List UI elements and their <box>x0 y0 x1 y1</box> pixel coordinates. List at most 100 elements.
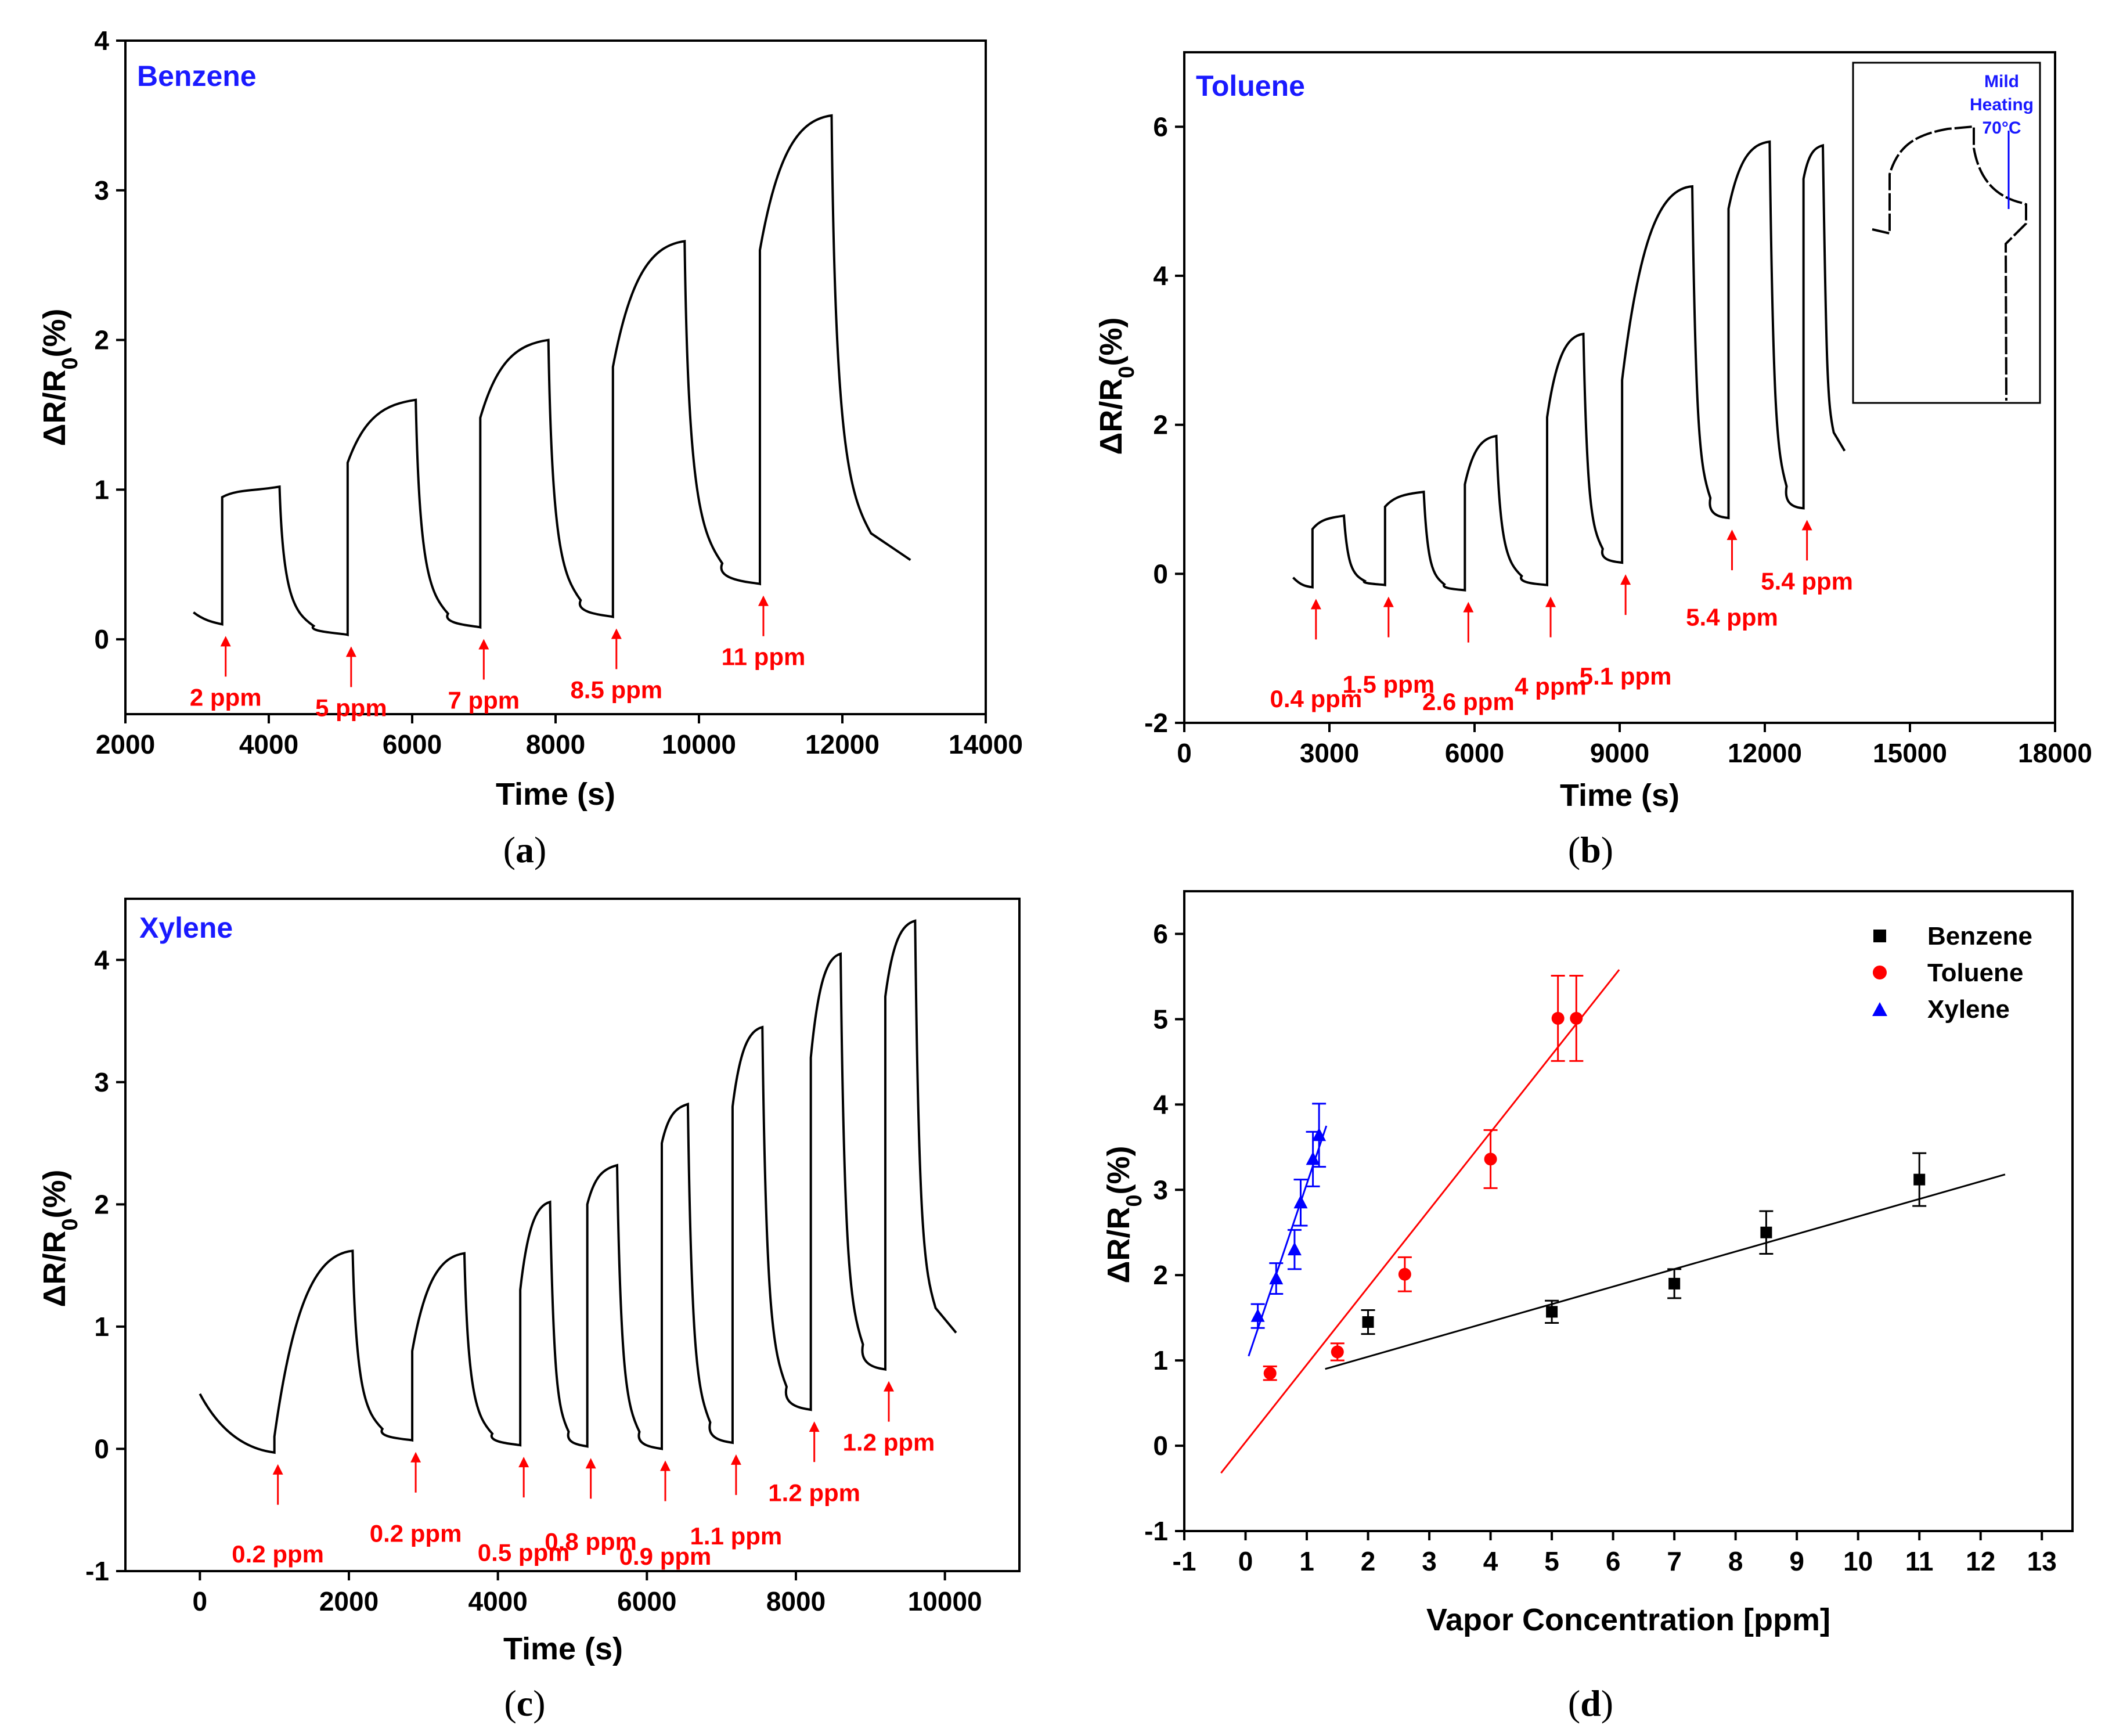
data-point-benzene <box>1362 1316 1374 1328</box>
fit-line-benzene <box>1325 1173 2006 1370</box>
fit-line-toluene <box>1220 969 1620 1474</box>
exposure-arrowhead <box>1310 599 1321 610</box>
legend-marker-toluene <box>1873 966 1887 979</box>
inset-trace <box>1872 125 2027 401</box>
y-tick-label: -1 <box>85 1556 109 1586</box>
data-point-xylene <box>1293 1195 1308 1209</box>
exposure-arrowhead <box>660 1460 671 1471</box>
inset-label-line-1: Mild <box>1984 72 2019 91</box>
x-tick-label: 3000 <box>1300 738 1359 768</box>
y-tick-label: 2 <box>94 1189 109 1219</box>
y-tick-label: 0 <box>94 1434 109 1464</box>
x-tick-label: 2000 <box>96 729 155 759</box>
data-point-benzene <box>1546 1306 1558 1318</box>
y-tick-label: -1 <box>1144 1516 1168 1546</box>
panel-xylene-chart: 0 2000 4000 6000 8000 10000 -1 0 1 2 3 4 0.2 ppm 0.2 … <box>37 898 1021 1666</box>
concentration-label: 8.5 ppm <box>570 676 662 703</box>
x-tick-label: 0 <box>193 1586 208 1616</box>
exposure-arrowhead <box>1383 596 1394 607</box>
concentration-label: 1.2 ppm <box>843 1429 935 1456</box>
panel-benzene-chart: 2000 4000 6000 8000 10000 12000 14000 0 1 2 3 4 2 pp… <box>37 26 1023 812</box>
y-tick-label: 1 <box>94 474 109 505</box>
x-tick-label: 8000 <box>526 729 585 759</box>
x-tick-label: 4000 <box>468 1586 527 1616</box>
concentration-label: 2 ppm <box>190 683 262 711</box>
panel-title: Xylene <box>139 912 233 944</box>
legend-label-toluene: Toluene <box>1927 959 2023 987</box>
legend-label-xylene: Xylene <box>1927 995 2010 1024</box>
x-axis-label: Time (s) <box>1560 778 1679 813</box>
y-tick-label: 0 <box>1153 1431 1168 1461</box>
concentration-label: 1.5 ppm <box>1342 671 1434 698</box>
concentration-label: 0.2 ppm <box>370 1520 462 1547</box>
exposure-arrowhead <box>758 595 769 606</box>
y-axis-label: ΔR/R0(%) <box>1101 1146 1147 1284</box>
data-point-benzene <box>1760 1226 1772 1238</box>
x-tick-label: 6000 <box>1445 738 1504 768</box>
exposure-arrowhead <box>1801 520 1812 531</box>
caption-c: (c) <box>504 1683 545 1724</box>
y-tick-label: 0 <box>1153 559 1168 589</box>
concentration-label: 5.1 ppm <box>1580 662 1672 690</box>
caption-d: (d) <box>1568 1683 1613 1724</box>
x-tick-label: 7 <box>1667 1546 1682 1576</box>
x-tick-label: 2 <box>1361 1546 1376 1576</box>
legend-marker-benzene <box>1873 930 1886 942</box>
y-tick-label: 2 <box>1153 410 1168 440</box>
x-tick-label: 10000 <box>908 1586 982 1616</box>
inset-heating-plot: Mild Heating 70°C <box>1852 62 2041 404</box>
y-tick-label: 5 <box>1153 1004 1168 1034</box>
x-tick-label: 12 <box>1966 1546 1995 1576</box>
exposure-arrowhead <box>272 1464 283 1475</box>
concentration-label: 4 ppm <box>1515 673 1587 700</box>
response-trace <box>193 114 911 636</box>
x-tick-label: 15000 <box>1873 738 1947 768</box>
y-tick-label: 1 <box>94 1312 109 1342</box>
data-point-toluene <box>1263 1367 1277 1380</box>
y-tick-label: 4 <box>94 26 109 56</box>
plot-frame <box>1183 890 2074 1532</box>
x-tick-label: 6 <box>1606 1546 1621 1576</box>
plot-frame <box>124 898 1021 1572</box>
y-tick-label: -2 <box>1144 708 1168 738</box>
concentration-label: 7 ppm <box>448 686 520 714</box>
y-tick-label: 3 <box>1153 1175 1168 1205</box>
exposure-arrowhead <box>518 1457 529 1468</box>
concentration-label: 5 ppm <box>315 694 387 721</box>
x-tick-label: 8000 <box>766 1586 826 1616</box>
x-tick-label: 0 <box>1177 738 1192 768</box>
x-tick-label: 4000 <box>239 729 298 759</box>
y-tick-label: 4 <box>1153 1089 1168 1119</box>
exposure-arrowhead <box>410 1452 421 1463</box>
x-tick-label: 11 <box>1905 1546 1934 1576</box>
legend-label-benzene: Benzene <box>1927 922 2032 950</box>
data-point-toluene <box>1398 1267 1411 1281</box>
exposure-arrowhead <box>220 636 231 647</box>
exposure-arrowhead <box>809 1421 820 1432</box>
data-point-benzene <box>1913 1173 1926 1186</box>
x-tick-label: 6000 <box>617 1586 676 1616</box>
response-trace <box>199 919 957 1454</box>
response-trace <box>1292 140 1846 592</box>
inset-label-line-3: 70°C <box>1982 118 2021 138</box>
legend: Benzene Toluene Xylene <box>1872 922 2032 1024</box>
y-tick-label: 6 <box>1153 919 1168 949</box>
x-tick-label: 10000 <box>662 729 736 759</box>
y-tick-label: 3 <box>94 175 109 206</box>
x-tick-label: 9000 <box>1590 738 1649 768</box>
x-tick-label: 13 <box>2027 1546 2057 1576</box>
data-point-xylene <box>1312 1128 1327 1141</box>
data-point-toluene <box>1570 1011 1583 1025</box>
x-axis-label: Time (s) <box>496 777 615 812</box>
x-tick-label: -1 <box>1173 1546 1196 1576</box>
x-tick-label: 0 <box>1238 1546 1253 1576</box>
x-tick-label: 6000 <box>383 729 442 759</box>
x-tick-label: 2000 <box>319 1586 379 1616</box>
panel-title: Benzene <box>137 60 257 92</box>
panel-title: Toluene <box>1196 70 1305 102</box>
x-tick-label: 12000 <box>805 729 880 759</box>
concentration-label: 11 ppm <box>722 643 806 671</box>
data-point-xylene <box>1306 1151 1320 1165</box>
